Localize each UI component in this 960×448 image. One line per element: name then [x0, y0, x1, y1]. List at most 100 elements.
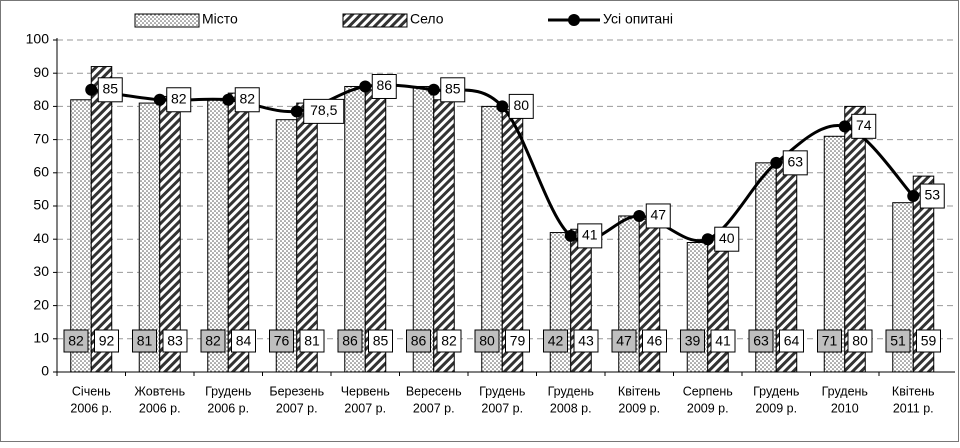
- x-tick-label: 2009 р.: [618, 401, 660, 415]
- line-label-box: [851, 113, 877, 139]
- x-tick-label: 2010: [831, 401, 859, 415]
- bar-label-box: [916, 329, 941, 353]
- bar-label-box: [748, 329, 774, 353]
- y-tick-label: 60: [33, 164, 49, 180]
- bar-label: 81: [304, 333, 320, 349]
- bar-label: 83: [167, 333, 183, 349]
- bar-label: 80: [852, 333, 868, 349]
- line-label: 63: [787, 154, 803, 170]
- legend-label: Село: [410, 11, 444, 27]
- line-marker: [290, 105, 303, 118]
- y-tick-label: 80: [33, 97, 49, 113]
- bar-label-box: [368, 329, 393, 353]
- line-label: 47: [650, 207, 666, 223]
- bar-label: 79: [510, 333, 526, 349]
- line-marker: [770, 156, 783, 169]
- bar-label-box: [269, 329, 294, 353]
- bar: [844, 105, 866, 373]
- bar: [344, 85, 366, 373]
- x-tick-label: Грудень: [479, 384, 525, 398]
- line-label: 82: [171, 90, 187, 106]
- bar-label: 43: [578, 333, 594, 349]
- line-label: 41: [582, 227, 598, 243]
- bar-label-box: [505, 329, 530, 353]
- bar-label: 80: [479, 333, 495, 349]
- line-label: 80: [513, 97, 529, 113]
- bar-label: 81: [137, 333, 153, 349]
- line-marker: [633, 209, 646, 222]
- bar-label-box: [337, 329, 363, 353]
- bar-label: 64: [784, 333, 800, 349]
- line-label: 53: [924, 187, 940, 203]
- line-label: 86: [376, 77, 392, 93]
- legend-marker: [568, 14, 580, 26]
- bar-label: 84: [236, 333, 252, 349]
- bar-label-box: [817, 329, 842, 353]
- bar-label-box: [436, 329, 462, 353]
- line-marker: [85, 83, 98, 96]
- bar-label: 46: [647, 333, 663, 349]
- x-tick-label: 2007 р.: [344, 401, 386, 415]
- bar-label-box: [94, 329, 119, 353]
- line-marker: [359, 80, 372, 93]
- bar-label: 42: [548, 333, 564, 349]
- x-tick-label: Березень: [269, 384, 324, 398]
- x-tick-label: Грудень: [548, 384, 594, 398]
- line-label: 85: [445, 81, 461, 97]
- x-tick-label: Квітень: [618, 384, 661, 398]
- legend-swatch: [342, 13, 408, 28]
- x-tick-label: 2007 р.: [481, 401, 523, 415]
- bar-label-box: [132, 329, 157, 353]
- bar-label: 82: [441, 333, 457, 349]
- line-label-box: [508, 93, 534, 119]
- x-tick-label: Серпень: [683, 384, 733, 398]
- line-marker: [701, 233, 714, 246]
- x-tick-label: 2007 р.: [413, 401, 455, 415]
- x-tick-label: Жовтень: [134, 384, 185, 398]
- bar: [90, 66, 113, 373]
- line-label-box: [440, 77, 466, 103]
- line-label-box: [714, 226, 740, 252]
- bar-label-box: [299, 329, 325, 353]
- bar-label-box: [162, 329, 188, 353]
- y-tick-label: 100: [26, 31, 50, 47]
- x-tick-label: Квітень: [892, 384, 935, 398]
- bar-label: 39: [685, 333, 701, 349]
- line-marker: [496, 100, 509, 113]
- line-marker: [564, 229, 577, 242]
- bar-label: 86: [411, 333, 427, 349]
- bar-label: 86: [342, 333, 358, 349]
- line-label: 78,5: [310, 102, 337, 118]
- bar-label-box: [710, 329, 736, 353]
- x-tick-label: Грудень: [753, 384, 799, 398]
- line-label-box: [919, 183, 945, 209]
- x-tick-label: Червень: [341, 384, 390, 398]
- x-tick-label: Грудень: [822, 384, 868, 398]
- line-label-box: [166, 87, 192, 113]
- x-tick-label: 2006 р.: [139, 401, 181, 415]
- line-marker: [222, 93, 235, 106]
- x-tick-label: 2009 р.: [755, 401, 797, 415]
- y-tick-label: 30: [33, 263, 49, 279]
- bar-label: 59: [921, 333, 937, 349]
- bar-label-box: [200, 329, 226, 353]
- bar-label-box: [642, 329, 667, 353]
- bar-label-box: [847, 329, 873, 353]
- bar: [912, 175, 935, 373]
- x-tick-label: Січень: [72, 384, 111, 398]
- line-label: 85: [102, 81, 118, 97]
- bar-label-box: [474, 329, 500, 353]
- bar-label-box: [63, 329, 89, 353]
- y-tick-label: 40: [33, 230, 49, 246]
- bar-label-box: [885, 329, 911, 353]
- bar-label: 63: [753, 333, 769, 349]
- y-tick-label: 0: [41, 363, 49, 379]
- bar-label: 85: [373, 333, 389, 349]
- bar-label-box: [611, 329, 637, 353]
- line-label-box: [782, 150, 808, 176]
- bar-label: 71: [822, 333, 838, 349]
- line-label-box: [303, 98, 345, 124]
- x-tick-label: 2011 р.: [893, 401, 934, 415]
- y-tick-label: 70: [33, 130, 49, 146]
